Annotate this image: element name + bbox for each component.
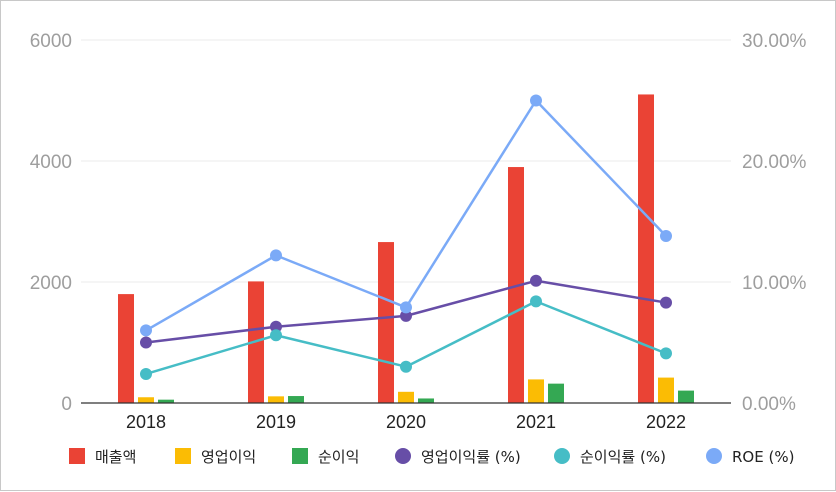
- legend-swatch: [554, 448, 570, 464]
- data-point: [270, 249, 282, 262]
- legend-label: 순이익: [318, 448, 359, 466]
- x-axis-ticks: 2018 2019 2020 2021 2022: [126, 412, 686, 432]
- bar: [528, 379, 544, 403]
- legend-item: 순이익률 (%): [554, 448, 666, 466]
- x-tick-label: 2019: [256, 412, 296, 432]
- y-tick-label: 0: [61, 394, 72, 415]
- x-tick-label: 2020: [386, 412, 426, 432]
- data-point: [140, 324, 152, 337]
- legend-label: 영업이익률 (%): [421, 448, 521, 466]
- legend-label: 영업이익: [201, 448, 256, 466]
- legend-item: 영업이익: [175, 448, 256, 466]
- bar: [158, 399, 174, 403]
- data-point: [270, 320, 282, 333]
- bar: [288, 396, 304, 403]
- bar: [268, 396, 284, 403]
- legend: 매출액 영업이익 순이익 영업이익률 (%) 순이익률 (%) ROE (%): [69, 448, 794, 466]
- series-line: [145, 99, 667, 332]
- bar: [378, 242, 394, 403]
- legend-item: 영업이익률 (%): [395, 448, 521, 466]
- legend-swatch: [395, 448, 411, 464]
- bar: [658, 377, 674, 403]
- bar: [118, 294, 134, 403]
- x-tick-label: 2022: [646, 412, 686, 432]
- y-tick-label: 2000: [30, 273, 72, 294]
- data-point: [270, 329, 282, 342]
- bar: [638, 94, 654, 403]
- legend-label: 순이익률 (%): [580, 448, 666, 466]
- data-point: [140, 336, 152, 349]
- data-point: [530, 274, 542, 287]
- data-point: [400, 301, 412, 314]
- y2-tick-label: 10.00%: [742, 273, 807, 294]
- left-axis-ticks: 0 2000 4000 6000: [30, 31, 72, 415]
- gridlines: [81, 39, 731, 283]
- legend-label: ROE (%): [732, 448, 794, 466]
- legend-item: 순이익: [292, 448, 359, 466]
- legend-swatch: [706, 448, 722, 464]
- x-tick-label: 2021: [516, 412, 556, 432]
- data-point: [660, 230, 672, 243]
- data-point: [530, 295, 542, 308]
- line-series: [140, 94, 672, 380]
- legend-swatch: [175, 448, 191, 464]
- bar: [138, 397, 154, 403]
- legend-item: 매출액: [69, 448, 136, 466]
- y2-tick-label: 0.00%: [742, 394, 796, 415]
- legend-label: 매출액: [95, 448, 136, 466]
- legend-swatch: [292, 448, 308, 464]
- legend-item: ROE (%): [706, 448, 794, 466]
- y-tick-label: 4000: [30, 152, 72, 173]
- data-point: [530, 94, 542, 107]
- y2-tick-label: 30.00%: [742, 31, 807, 52]
- y2-tick-label: 20.00%: [742, 152, 807, 173]
- bar-series: [118, 94, 694, 403]
- legend-swatch: [69, 448, 85, 464]
- right-axis-ticks: 0.00% 10.00% 20.00% 30.00%: [742, 31, 807, 415]
- data-point: [660, 296, 672, 309]
- bar: [398, 391, 414, 403]
- bar: [418, 398, 434, 403]
- data-point: [400, 309, 412, 322]
- bar: [678, 390, 694, 403]
- data-point: [660, 347, 672, 360]
- bar: [548, 383, 564, 403]
- data-point: [140, 367, 152, 380]
- x-tick-label: 2018: [126, 412, 166, 432]
- data-point: [400, 360, 412, 373]
- y-tick-label: 6000: [30, 31, 72, 52]
